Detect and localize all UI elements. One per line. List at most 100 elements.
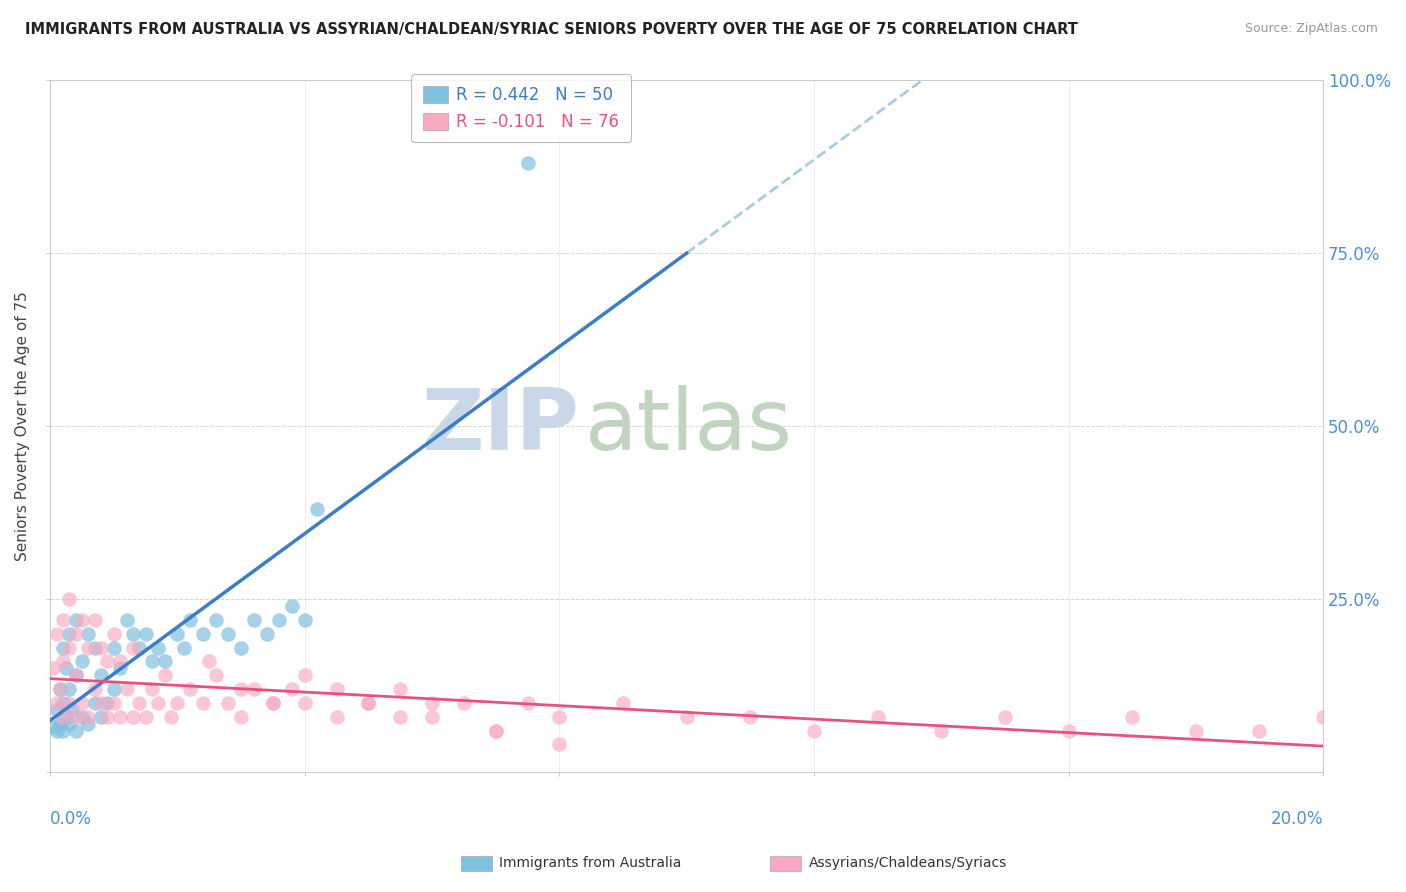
- Text: Immigrants from Australia: Immigrants from Australia: [499, 856, 682, 871]
- Point: [90, 668, 112, 682]
- Point: [42, 661, 65, 675]
- Point: [198, 654, 221, 668]
- Point: [52, 654, 75, 668]
- Point: [357, 696, 380, 710]
- Point: [204, 613, 226, 627]
- Text: IMMIGRANTS FROM AUSTRALIA VS ASSYRIAN/CHALDEAN/SYRIAC SENIORS POVERTY OVER THE A: IMMIGRANTS FROM AUSTRALIA VS ASSYRIAN/CH…: [25, 22, 1078, 37]
- Point: [148, 640, 170, 655]
- Point: [70, 613, 93, 627]
- Point: [52, 723, 75, 738]
- Point: [90, 710, 112, 724]
- Point: [108, 661, 131, 675]
- Point: [191, 696, 214, 710]
- Point: [96, 710, 118, 724]
- Point: [325, 682, 347, 697]
- Point: [217, 696, 239, 710]
- Point: [243, 613, 266, 627]
- Point: [128, 696, 150, 710]
- Point: [612, 696, 634, 710]
- Point: [52, 710, 75, 724]
- Point: [548, 710, 571, 724]
- Point: [453, 696, 475, 710]
- Point: [83, 640, 105, 655]
- Point: [122, 710, 145, 724]
- Point: [516, 696, 538, 710]
- Point: [153, 654, 176, 668]
- Point: [141, 682, 163, 697]
- Point: [45, 626, 67, 640]
- Point: [148, 696, 170, 710]
- Point: [103, 626, 125, 640]
- Point: [1057, 723, 1080, 738]
- Point: [740, 710, 762, 724]
- Point: [55, 710, 77, 724]
- Point: [229, 640, 252, 655]
- Point: [1185, 723, 1208, 738]
- Point: [389, 682, 412, 697]
- Text: Assyrians/Chaldeans/Syriacs: Assyrians/Chaldeans/Syriacs: [808, 856, 1007, 871]
- Text: 20.0%: 20.0%: [1271, 810, 1323, 829]
- Point: [83, 613, 105, 627]
- Point: [281, 599, 304, 613]
- Point: [243, 682, 266, 697]
- Point: [929, 723, 952, 738]
- Point: [269, 613, 291, 627]
- Point: [229, 682, 252, 697]
- Point: [420, 696, 443, 710]
- Point: [548, 738, 571, 752]
- Point: [77, 640, 100, 655]
- Point: [1249, 723, 1271, 738]
- Point: [294, 696, 316, 710]
- Point: [52, 613, 75, 627]
- Point: [141, 654, 163, 668]
- Point: [52, 696, 75, 710]
- Point: [166, 626, 188, 640]
- Point: [262, 696, 284, 710]
- Point: [77, 626, 100, 640]
- Point: [103, 696, 125, 710]
- Point: [58, 640, 80, 655]
- Point: [160, 710, 183, 724]
- Point: [122, 640, 145, 655]
- Point: [204, 668, 226, 682]
- Point: [994, 710, 1017, 724]
- Point: [48, 716, 70, 731]
- Point: [103, 640, 125, 655]
- Point: [389, 710, 412, 724]
- Point: [42, 720, 65, 734]
- Point: [803, 723, 825, 738]
- Point: [55, 661, 77, 675]
- Point: [70, 696, 93, 710]
- Point: [62, 703, 84, 717]
- Point: [65, 613, 87, 627]
- Point: [52, 640, 75, 655]
- Point: [229, 710, 252, 724]
- Point: [96, 654, 118, 668]
- Text: atlas: atlas: [585, 384, 793, 467]
- Point: [191, 626, 214, 640]
- Point: [357, 696, 380, 710]
- Point: [58, 592, 80, 607]
- Point: [58, 682, 80, 697]
- Point: [256, 626, 278, 640]
- Point: [217, 626, 239, 640]
- Point: [1121, 710, 1143, 724]
- Point: [58, 626, 80, 640]
- Point: [675, 710, 697, 724]
- Point: [45, 723, 67, 738]
- Point: [83, 696, 105, 710]
- Point: [153, 668, 176, 682]
- Point: [294, 613, 316, 627]
- Point: [58, 716, 80, 731]
- Point: [90, 640, 112, 655]
- Point: [115, 682, 138, 697]
- Text: 0.0%: 0.0%: [51, 810, 91, 829]
- Point: [516, 156, 538, 170]
- Point: [173, 640, 195, 655]
- Point: [307, 502, 329, 516]
- Text: Source: ZipAtlas.com: Source: ZipAtlas.com: [1244, 22, 1378, 36]
- Point: [65, 668, 87, 682]
- Point: [65, 626, 87, 640]
- Point: [294, 668, 316, 682]
- Point: [122, 626, 145, 640]
